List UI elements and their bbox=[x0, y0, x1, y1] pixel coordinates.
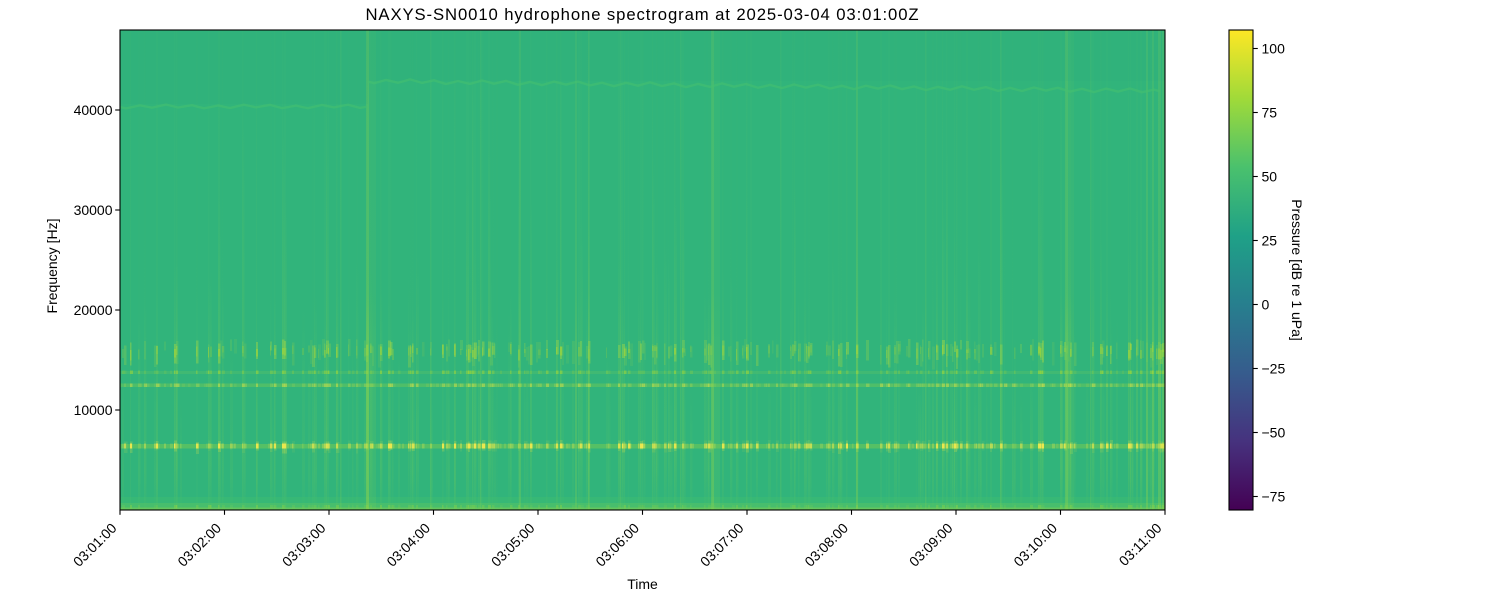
svg-text:100: 100 bbox=[1262, 41, 1286, 57]
svg-text:50: 50 bbox=[1262, 169, 1278, 185]
svg-text:10000: 10000 bbox=[74, 402, 113, 418]
svg-text:Time: Time bbox=[627, 576, 658, 592]
svg-text:30000: 30000 bbox=[74, 202, 113, 218]
svg-text:−25: −25 bbox=[1262, 361, 1286, 377]
svg-text:−75: −75 bbox=[1262, 489, 1286, 505]
svg-text:−50: −50 bbox=[1262, 425, 1286, 441]
svg-text:75: 75 bbox=[1262, 105, 1278, 121]
svg-text:NAXYS-SN0010 hydrophone spectr: NAXYS-SN0010 hydrophone spectrogram at 2… bbox=[365, 5, 919, 24]
svg-text:25: 25 bbox=[1262, 233, 1278, 249]
svg-text:20000: 20000 bbox=[74, 302, 113, 318]
svg-text:Frequency [Hz]: Frequency [Hz] bbox=[44, 219, 60, 314]
svg-text:40000: 40000 bbox=[74, 102, 113, 118]
svg-text:0: 0 bbox=[1262, 297, 1270, 313]
svg-text:Pressure [dB re 1 uPa]: Pressure [dB re 1 uPa] bbox=[1289, 199, 1305, 341]
